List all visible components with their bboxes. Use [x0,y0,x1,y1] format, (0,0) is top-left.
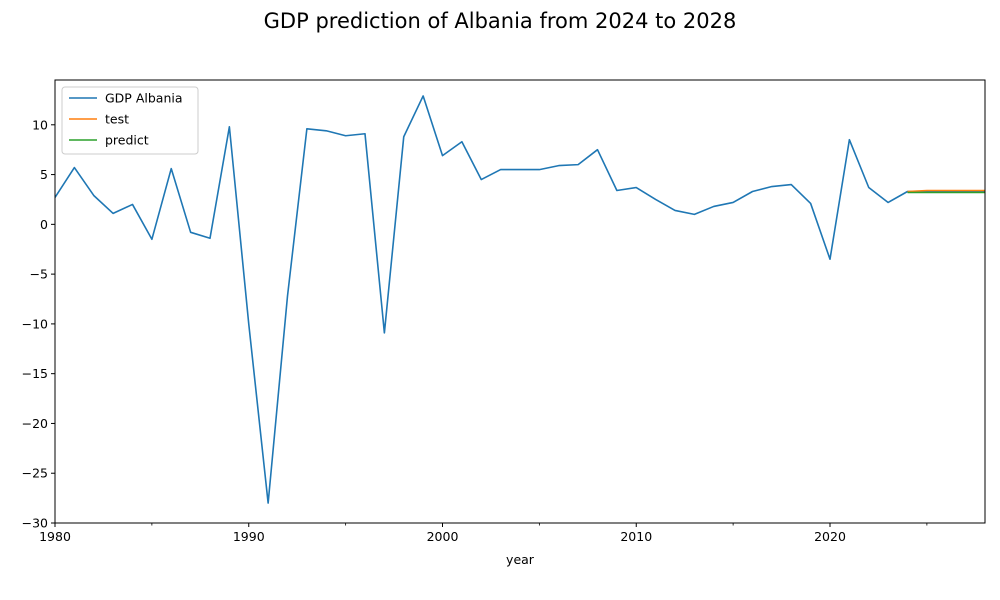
legend-label: predict [105,133,149,148]
x-tick-label: 1990 [233,529,265,544]
plot-frame [54,79,986,524]
y-tick-label: −25 [22,466,48,481]
x-tick-label: 2000 [427,529,459,544]
chart-title: GDP prediction of Albania from 2024 to 2… [264,9,737,33]
y-tick-label: −15 [22,366,48,381]
y-tick-label: −30 [22,516,48,531]
y-tick-label: −5 [30,267,48,282]
y-tick-label: 10 [32,117,48,132]
x-tick-label: 1980 [39,529,71,544]
legend-label: GDP Albania [105,91,183,106]
y-axis: 10 5 0 −5 −10 −15 −20 −25 −30 [22,117,55,531]
series-line-gdp-albania [55,95,985,504]
legend: GDP Albania test predict [61,86,199,155]
x-axis: 1980 1990 2000 2010 2020 [39,523,928,544]
y-tick-label: −20 [22,416,48,431]
x-tick-label: 2020 [814,529,846,544]
series-line-test [907,189,985,193]
y-tick-label: 0 [40,217,48,232]
y-tick-label: 5 [40,167,48,182]
y-tick-label: −10 [22,316,48,331]
legend-label: test [105,112,129,127]
legend-box [61,86,199,155]
x-axis-label: year [506,552,535,567]
plot-lines [55,95,985,504]
x-tick-label: 2010 [620,529,652,544]
